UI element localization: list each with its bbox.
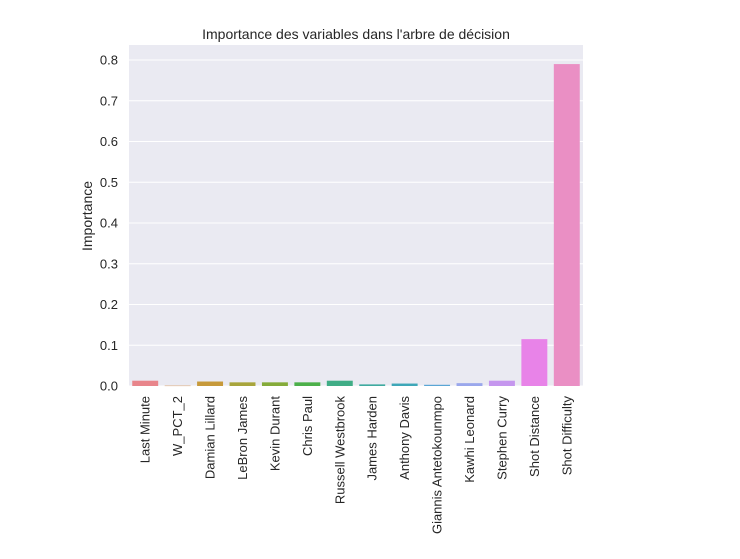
bar	[229, 382, 256, 386]
x-tick-label: Damian Lillard	[203, 396, 218, 479]
bar	[553, 64, 580, 386]
bar	[521, 339, 548, 386]
y-tick-label: 0.6	[100, 134, 118, 149]
y-axis-label: Importance	[79, 181, 95, 251]
x-tick-label: Russell Westbrook	[332, 396, 347, 505]
x-tick-label: Kawhi Leonard	[462, 396, 477, 483]
bar	[132, 380, 159, 386]
bar	[326, 380, 353, 386]
x-tick-label: James Harden	[365, 396, 380, 481]
y-tick-label: 0.2	[100, 297, 118, 312]
y-tick-label: 0.4	[100, 216, 118, 231]
gridlines	[129, 59, 583, 387]
x-tick-label: Kevin Durant	[267, 396, 282, 472]
y-tick-label: 0.0	[100, 379, 118, 394]
y-tick-label: 0.8	[100, 53, 118, 68]
x-tick-labels: Last Minute W_PCT_2 Damian Lillard LeBron J…	[138, 396, 575, 535]
bar	[294, 382, 321, 386]
bar	[456, 383, 483, 386]
x-tick-label: Chris Paul	[300, 396, 315, 456]
y-tick-label: 0.5	[100, 175, 118, 190]
y-tick-label: 0.3	[100, 256, 118, 271]
x-tick-label: LeBron James	[235, 396, 250, 480]
bar	[164, 385, 191, 387]
bar	[359, 384, 386, 386]
chart-title: Importance des variables dans l'arbre de…	[202, 26, 510, 42]
bar	[197, 381, 224, 386]
y-tick-label: 0.7	[100, 93, 118, 108]
x-tick-label: Anthony Davis	[397, 396, 412, 480]
x-tick-label: Shot Difficulty	[559, 396, 574, 476]
bar	[261, 382, 288, 386]
y-tick-label: 0.1	[100, 338, 118, 353]
x-tick-label: Giannis Antetokounmpo	[430, 396, 445, 534]
bar	[488, 380, 515, 386]
x-tick-label: Shot Distance	[527, 396, 542, 477]
plot-background	[129, 45, 583, 386]
bar	[424, 384, 451, 386]
bars	[132, 64, 580, 387]
x-tick-label: Stephen Curry	[494, 396, 509, 480]
x-tick-label: Last Minute	[138, 396, 153, 463]
x-tick-label: W_PCT_2	[170, 396, 185, 456]
y-tick-labels: 0.0 0.1 0.2 0.3 0.4 0.5 0.6 0.7 0.8	[100, 53, 118, 394]
bar	[391, 383, 418, 386]
